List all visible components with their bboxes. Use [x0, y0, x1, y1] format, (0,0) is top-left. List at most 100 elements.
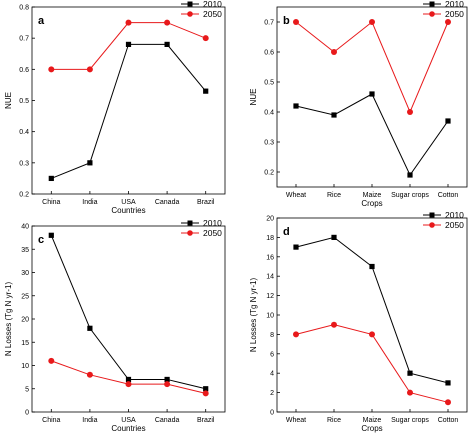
y-tick-label: 14: [266, 274, 274, 281]
legend-marker: [429, 222, 435, 228]
legend-entry-2010: 2010: [203, 0, 222, 9]
y-tick-label: 0: [270, 410, 274, 417]
legend-entry-2050: 2050: [203, 9, 222, 19]
data-point-2050: [164, 19, 171, 26]
y-tick-label: 0.2: [19, 192, 29, 199]
y-axis-label: N Losses (Tg N yr-1): [249, 278, 258, 353]
x-tick-label: China: [42, 199, 60, 206]
y-axis-label: NUE: [4, 92, 13, 109]
data-point-2010: [125, 41, 132, 47]
series-2050: [48, 357, 209, 397]
legend-marker: [429, 1, 435, 7]
y-tick-label: 0: [25, 410, 29, 417]
data-point-2050: [125, 381, 132, 388]
y-tick-label: 40: [21, 224, 29, 231]
x-tick-label: Maize: [363, 417, 382, 424]
y-axis-label: NUE: [249, 89, 258, 106]
data-point-2010: [48, 232, 54, 238]
legend-marker: [429, 212, 435, 218]
data-point-2010: [369, 91, 375, 97]
data-point-2050: [48, 357, 55, 364]
data-point-2010: [293, 244, 299, 250]
series-line-2010: [50, 235, 206, 390]
panel-a: 0.2 0.3 0.4 0.5 0.6 0.7 0.8 China India USA Canada…: [4, 0, 226, 215]
data-point-2050: [445, 19, 451, 25]
panel-letter: d: [283, 226, 290, 238]
y-axis-label: N Losses (Tg N yr-1): [4, 282, 13, 357]
legend-entry-2010: 2010: [203, 218, 222, 228]
x-tick-label: Sugar crops: [391, 417, 429, 424]
y-tick-label: 0.8: [19, 5, 29, 12]
x-tick-label: Brazil: [197, 199, 215, 206]
y-tick-label: 20: [21, 317, 29, 324]
data-point-2050: [445, 399, 451, 406]
data-point-2010: [87, 325, 93, 331]
data-point-2010: [407, 370, 413, 376]
panel-letter: b: [283, 15, 290, 27]
series-line-2010: [295, 236, 449, 384]
legend-entry-2050: 2050: [203, 228, 222, 238]
data-point-2050: [331, 321, 337, 328]
legend-entry-2010: 2010: [445, 210, 464, 220]
data-point-2050: [407, 389, 413, 396]
x-tick-label: Rice: [327, 417, 341, 424]
data-point-2050: [125, 19, 132, 26]
x-tick-label: India: [82, 199, 97, 206]
panel-b: 0.2 0.3 0.4 0.5 0.6 0.7 Wheat Rice Maize Sugar cr…: [249, 0, 468, 208]
legend-entry-2010: 2010: [445, 0, 464, 9]
data-point-2050: [369, 19, 375, 25]
y-tick-label: 0.6: [19, 67, 29, 74]
y-tick-label: 16: [266, 254, 274, 261]
data-point-2010: [445, 380, 451, 386]
y-tick-label: 0.5: [264, 80, 274, 87]
y-tick-label: 25: [21, 293, 29, 300]
x-tick-label: China: [42, 417, 60, 424]
y-tick-label: 0.4: [264, 110, 274, 117]
data-point-2050: [202, 35, 209, 42]
y-tick-label: 0.7: [19, 36, 29, 43]
data-point-2010: [445, 118, 451, 124]
x-tick-label: USA: [121, 417, 136, 424]
plot-frame: [276, 217, 468, 413]
y-tick-label: 20: [266, 216, 274, 223]
data-point-2010: [331, 112, 337, 118]
data-point-2050: [48, 66, 55, 73]
x-tick-label: Rice: [327, 192, 341, 199]
series-2010: [48, 232, 209, 392]
y-tick-label: 0.3: [19, 160, 29, 167]
data-point-2050: [331, 49, 337, 55]
y-tick-label: 0.2: [264, 170, 274, 177]
y-tick-label: 0.3: [264, 140, 274, 147]
y-tick-label: 2: [270, 390, 274, 397]
y-tick-label: 12: [266, 293, 274, 300]
legend-marker: [187, 230, 193, 236]
y-tick-label: 6: [270, 351, 274, 358]
data-point-2010: [203, 386, 209, 392]
x-tick-label: Cotton: [438, 417, 459, 424]
y-tick-label: 0.5: [19, 98, 29, 105]
x-axis-label: Crops: [361, 199, 382, 208]
x-tick-label: Maize: [363, 192, 382, 199]
y-tick-label: 0.4: [19, 129, 29, 136]
x-axis-label: Countries: [111, 206, 145, 215]
x-tick-label: India: [82, 417, 97, 424]
data-point-2010: [87, 160, 93, 166]
x-axis-label: Crops: [361, 424, 382, 433]
y-tick-label: 35: [21, 247, 29, 254]
panel-letter: a: [38, 15, 45, 27]
panel-c: 0 5 10 15 20 25 30 35 40 China India USA Canada Brazi…: [4, 218, 226, 433]
legend-marker: [187, 220, 193, 226]
data-point-2010: [293, 103, 299, 109]
y-tick-label: 10: [266, 313, 274, 320]
legend-entry-2050: 2050: [445, 9, 464, 19]
legend-marker: [187, 1, 193, 7]
data-point-2010: [407, 172, 413, 178]
y-tick-label: 5: [25, 386, 29, 393]
x-tick-label: Wheat: [286, 417, 306, 424]
data-point-2050: [86, 66, 93, 73]
data-point-2050: [86, 371, 93, 378]
x-tick-label: Sugar crops: [391, 192, 429, 199]
y-tick-label: 10: [21, 363, 29, 370]
y-tick-label: 4: [270, 371, 274, 378]
y-tick-label: 30: [21, 270, 29, 277]
